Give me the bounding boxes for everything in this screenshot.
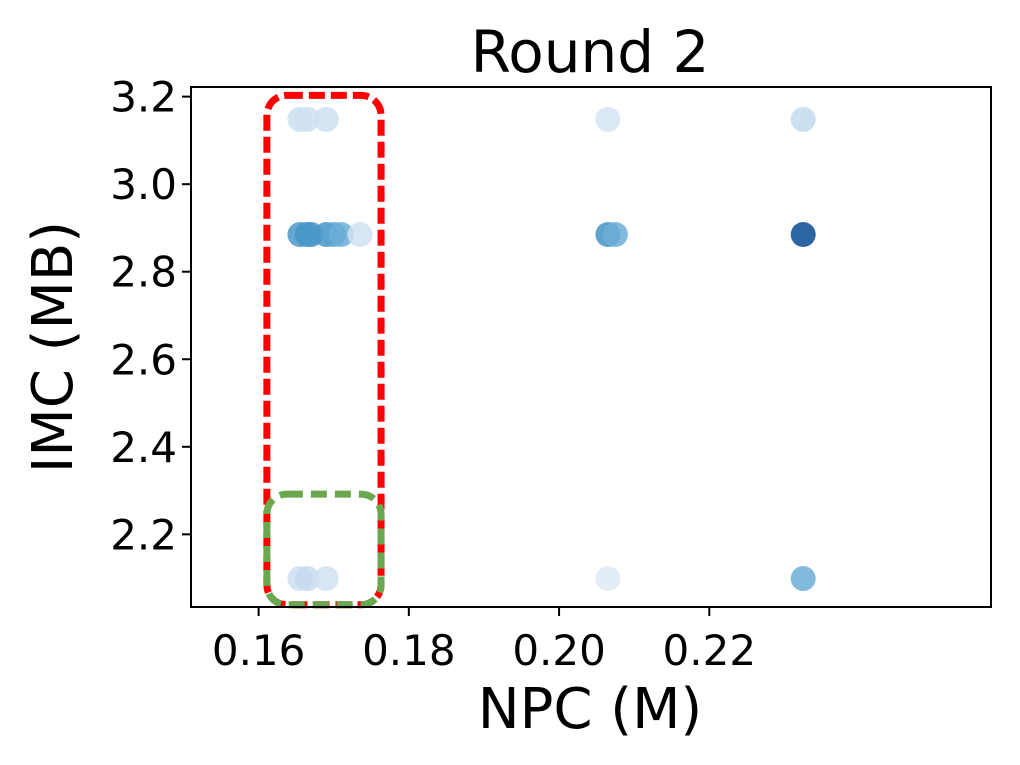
y-tick-label: 2.4 (110, 423, 177, 472)
scatter-point (790, 566, 816, 592)
x-tick-label: 0.18 (362, 626, 456, 675)
x-tick-label: 0.22 (663, 626, 757, 675)
red-highlight-box (263, 91, 385, 609)
x-axis-ticks: 0.16 0.18 0.20 0.22 (212, 607, 756, 675)
scatter-point (294, 566, 320, 592)
scatter-point (294, 106, 320, 132)
y-axis-label: IMC (MB) (21, 221, 86, 473)
scatter-point (328, 222, 354, 248)
x-tick-label: 0.16 (212, 626, 306, 675)
scatter-point (790, 222, 816, 248)
scatter-point (595, 106, 621, 132)
y-tick-label: 3.2 (110, 73, 177, 122)
scatter-point (790, 106, 816, 132)
y-axis-ticks: 2.2 2.4 2.6 2.8 3.0 3.2 (110, 73, 191, 559)
x-axis-label: NPC (M) (478, 677, 703, 742)
y-tick-label: 3.0 (110, 160, 177, 209)
plot-frame (190, 86, 992, 608)
green-highlight-box (263, 490, 385, 609)
scatter-point (313, 106, 339, 132)
y-tick-label: 2.2 (110, 510, 177, 559)
scatter-point (347, 222, 373, 248)
annotation-boxes (263, 91, 385, 609)
data-points (287, 106, 816, 592)
scatter-point (595, 566, 621, 592)
x-tick-label: 0.20 (512, 626, 606, 675)
chart-title: Round 2 (471, 18, 710, 86)
y-tick-label: 2.8 (110, 248, 177, 297)
scatter-point (313, 566, 339, 592)
scatter-point (602, 222, 628, 248)
y-tick-label: 2.6 (110, 335, 177, 384)
